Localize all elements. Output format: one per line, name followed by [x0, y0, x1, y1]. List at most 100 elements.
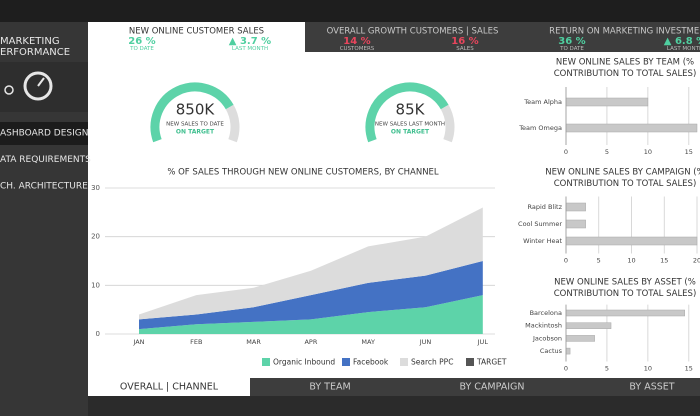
sidebar-title: MARKETING: [0, 36, 60, 47]
gauge-value: 85K: [396, 101, 426, 119]
y-tick-label: Cool Summer: [518, 220, 562, 228]
kpi-value: 36 %: [558, 36, 585, 47]
y-tick-label: 0: [96, 330, 100, 338]
chart-title: CONTRIBUTION TO TOTAL SALES): [554, 69, 697, 79]
kpi-tab-active[interactable]: [88, 22, 305, 53]
kpi-label: TO DATE: [129, 46, 154, 52]
x-tick-label: 10: [644, 364, 652, 372]
bar: [565, 309, 685, 317]
kpi-label: LAST MONTH: [232, 46, 268, 52]
bottom-tab-active[interactable]: [88, 378, 250, 396]
kpi-value: 14 %: [343, 36, 370, 47]
y-tick-label: Mackintosh: [525, 322, 562, 330]
y-tick-label: 10: [91, 281, 100, 289]
legend-label: TARGET: [476, 358, 507, 367]
menu-item[interactable]: ASHBOARD DESIGN: [0, 129, 88, 139]
area-series: [139, 261, 483, 330]
kpi-value: ▲ 6.8 %: [664, 36, 700, 47]
x-tick-label: JAN: [132, 338, 144, 346]
gauge-track: [440, 104, 455, 143]
chart-title: NEW ONLINE SALES BY ASSET (%: [554, 278, 696, 288]
kpi-title: RETURN ON MARKETING INVESTMENT: [549, 27, 700, 37]
kpi-value: ▲ 3.7 %: [229, 36, 271, 47]
kpi-value: 16 %: [451, 36, 478, 47]
bar: [565, 347, 571, 355]
sidebar-title: ERFORMANCE: [0, 47, 70, 58]
bottom-tab[interactable]: BY CAMPAIGN: [459, 382, 524, 393]
x-tick-label: 5: [597, 257, 601, 265]
x-tick-label: 5: [605, 148, 609, 156]
bottom-tab[interactable]: BY ASSET: [629, 382, 674, 393]
gauge-icon: [4, 71, 53, 101]
bar: [565, 97, 649, 107]
y-tick-label: Cactus: [540, 347, 563, 355]
chart-title: CONTRIBUTION TO TOTAL SALES): [554, 289, 697, 299]
y-tick-label: Rapid Blitz: [527, 203, 562, 211]
x-tick-label: 0: [564, 257, 568, 265]
y-tick-label: Winter Heat: [523, 237, 562, 245]
kpi-label: TO DATE: [559, 46, 584, 52]
legend-swatch: [342, 358, 350, 366]
bar: [565, 202, 586, 212]
gauge-fill: [150, 82, 234, 143]
bottom-tabs[interactable]: [250, 378, 700, 396]
x-tick-label: 15: [685, 364, 693, 372]
x-tick-label: 10: [644, 148, 652, 156]
kpi-label: LAST MONTH: [667, 46, 700, 52]
x-tick-label: 15: [660, 257, 668, 265]
x-tick-label: 0: [564, 364, 568, 372]
x-tick-label: 20: [693, 257, 700, 265]
top-bar: [0, 0, 700, 22]
kpi-tab[interactable]: [520, 22, 700, 53]
gauge-label: NEW SALES TO DATE: [166, 122, 224, 128]
gauge-fill: [365, 82, 449, 143]
x-tick-label: MAY: [361, 338, 375, 346]
kpi-label: SALES: [456, 46, 474, 52]
y-tick-label: Team Omega: [518, 124, 562, 132]
area-series: [139, 295, 483, 334]
bar: [565, 236, 698, 246]
menu-item[interactable]: ATA REQUIREMENTS: [0, 155, 91, 165]
kpi-value: 26 %: [128, 36, 155, 47]
kpi-label: CUSTOMERS: [340, 46, 375, 52]
legend-label: Facebook: [353, 358, 389, 367]
x-tick-label: MAR: [246, 338, 261, 346]
x-tick-label: 5: [605, 364, 609, 372]
kpi-tab[interactable]: [305, 22, 520, 53]
legend-swatch: [262, 358, 270, 366]
legend-label: Organic Inbound: [273, 358, 335, 367]
bottom-tab[interactable]: OVERALL | CHANNEL: [120, 382, 219, 393]
bar: [565, 219, 586, 229]
gauge-status: ON TARGET: [391, 129, 430, 136]
chart-title: NEW ONLINE SALES BY TEAM (%: [556, 58, 694, 68]
x-tick-label: JUL: [477, 338, 489, 346]
bar: [565, 123, 698, 133]
gauge-value: 850K: [176, 101, 216, 119]
x-tick-label: 15: [685, 148, 693, 156]
chart-title: % OF SALES THROUGH NEW ONLINE CUSTOMERS,…: [167, 168, 439, 178]
y-tick-label: Jacobson: [532, 334, 562, 342]
sidebar-icon-band: [0, 62, 88, 112]
kpi-title: NEW ONLINE CUSTOMER SALES: [129, 27, 264, 37]
x-tick-label: 0: [564, 148, 568, 156]
legend-label: Search PPC: [411, 358, 453, 367]
y-tick-label: Barcelona: [530, 309, 562, 317]
x-tick-label: JUN: [419, 338, 432, 346]
bar: [565, 335, 595, 342]
menu-active: [0, 122, 88, 145]
bar: [565, 322, 612, 329]
bottom-tab[interactable]: BY TEAM: [309, 382, 350, 393]
y-tick-label: Team Alpha: [523, 98, 562, 106]
x-tick-label: APR: [304, 338, 317, 346]
chart-title: NEW ONLINE SALES BY CAMPAIGN (%: [545, 168, 700, 178]
gauge-track: [225, 104, 240, 143]
y-tick-label: 30: [91, 184, 100, 192]
kpi-title: OVERALL GROWTH CUSTOMERS | SALES: [327, 27, 499, 37]
legend-swatch: [400, 358, 408, 366]
chart-title: CONTRIBUTION TO TOTAL SALES): [554, 179, 697, 189]
menu-item[interactable]: CH. ARCHITECTURE: [0, 182, 88, 192]
x-tick-label: 10: [627, 257, 635, 265]
legend-swatch: [466, 358, 474, 366]
y-tick-label: 20: [91, 233, 100, 241]
